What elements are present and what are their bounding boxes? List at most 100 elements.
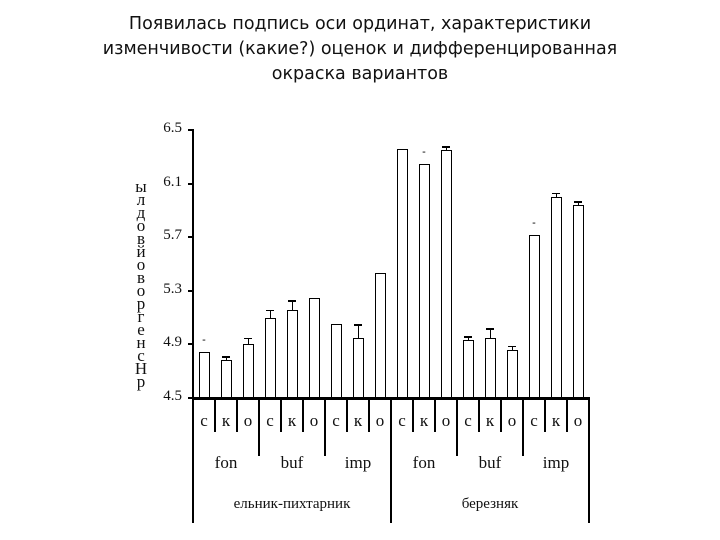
category-divider (302, 398, 304, 432)
error-bar (511, 345, 513, 350)
error-bar-cap (486, 328, 494, 330)
error-bar (555, 192, 557, 197)
error-bar-cap (574, 201, 582, 203)
category-divider (412, 398, 414, 432)
category-divider (500, 398, 502, 432)
bar-с (330, 324, 342, 398)
y-axis-label-char: Н (134, 359, 148, 378)
category-divider (390, 398, 392, 523)
category-divider (478, 398, 480, 432)
y-tick-label: 5.3 (163, 280, 182, 297)
category-label-variant: с (398, 411, 406, 430)
category-label-variant: о (243, 411, 253, 430)
error-bar (291, 300, 293, 310)
y-tick-mark (188, 182, 194, 185)
bar-с (396, 148, 408, 398)
error-bar (357, 324, 359, 338)
y-tick-mark (188, 236, 194, 239)
category-label-variant: о (441, 411, 451, 430)
y-axis-label-char: е (137, 320, 145, 339)
error-bar-cap (244, 337, 252, 340)
y-axis-label-char: о (136, 255, 146, 274)
category-label-variant: о (507, 411, 517, 430)
y-axis-label-char: ы (135, 177, 147, 196)
y-axis-label-char: о (136, 216, 146, 235)
category-divider (214, 398, 216, 432)
category-label-zone: fon (214, 453, 238, 472)
category-label-variant: о (573, 411, 583, 430)
error-bar (489, 328, 491, 338)
bar-о (242, 344, 254, 398)
category-divider (434, 398, 436, 432)
error-bar-cap (464, 336, 472, 338)
category-divider (566, 398, 568, 432)
category-label-zone: buf (478, 453, 502, 472)
bar-к (484, 337, 496, 398)
y-tick-label: 6.1 (163, 173, 182, 190)
category-label-variant: с (464, 411, 472, 430)
y-tick-label: 4.5 (163, 388, 182, 404)
bar-о (506, 349, 518, 398)
category-label-zone: imp (542, 453, 570, 472)
category-label-variant: с (200, 411, 208, 430)
category-label-variant: о (309, 411, 319, 430)
significance-mark: - (532, 216, 536, 229)
category-divider (456, 398, 458, 456)
category-divider (324, 398, 326, 456)
category-label-variant: с (332, 411, 340, 430)
category-label-variant: с (530, 411, 538, 430)
category-divider (368, 398, 370, 432)
category-divider (236, 398, 238, 432)
bar-к (418, 163, 430, 398)
category-label-variant: о (375, 411, 385, 430)
category-label-variant: к (287, 411, 297, 430)
y-axis-label-char: й (136, 242, 146, 261)
y-tick-mark (188, 289, 194, 292)
bar-о (440, 150, 452, 398)
y-axis-label-char: р (136, 372, 146, 391)
significance-mark: - (422, 145, 426, 158)
error-bar (269, 309, 271, 318)
category-label-variant: к (419, 411, 429, 430)
category-label-variant: к (221, 411, 231, 430)
y-tick-label: 4.9 (163, 334, 182, 351)
bar-о (572, 205, 584, 398)
y-axis-label-char: д (136, 203, 146, 222)
y-axis-label-char: г (137, 307, 145, 326)
category-label-zone: fon (412, 453, 436, 472)
y-tick-mark (188, 343, 194, 346)
error-bar (445, 146, 447, 151)
significance-mark: - (202, 334, 206, 347)
category-divider (522, 398, 524, 456)
category-divider (258, 398, 260, 456)
error-bar-cap (552, 192, 560, 195)
bar-с (198, 352, 210, 398)
bar-к (352, 337, 364, 398)
y-tick-label: 6.5 (163, 120, 182, 136)
error-bar-cap (266, 309, 274, 312)
category-divider (588, 398, 590, 523)
title-line-2: изменчивости (какие?) оценок и дифференц… (102, 39, 618, 59)
y-axis-label-char: с (137, 346, 145, 365)
category-label-zone: buf (280, 453, 304, 472)
error-bar (225, 356, 227, 361)
category-divider (280, 398, 282, 432)
y-axis-label-char: р (136, 294, 146, 313)
y-axis-label-char: в (136, 229, 146, 248)
error-bar (577, 201, 579, 206)
category-label-forest: березняк (461, 496, 519, 512)
y-axis-label-char: н (136, 333, 146, 352)
category-divider (544, 398, 546, 432)
category-label-variant: с (266, 411, 274, 430)
y-axis-label-char: о (136, 281, 146, 300)
category-label-zone: imp (344, 453, 372, 472)
bar-о (308, 297, 320, 398)
error-bar (247, 337, 249, 345)
bar-к (286, 309, 298, 398)
title-line-1: Появилась подпись оси ординат, характери… (128, 14, 592, 34)
category-divider (346, 398, 348, 432)
error-bar-cap (222, 356, 230, 358)
error-bar (467, 336, 469, 341)
